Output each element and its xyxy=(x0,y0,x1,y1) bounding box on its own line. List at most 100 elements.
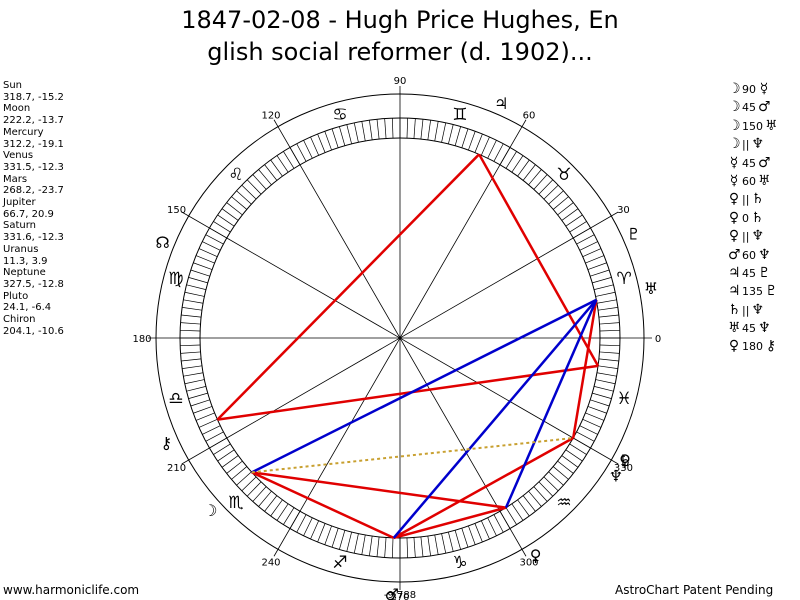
degree-tick xyxy=(557,460,574,474)
footer-website[interactable]: www.harmoniclife.com xyxy=(3,583,140,597)
aspect-planet-1-icon: ♀ xyxy=(728,191,740,208)
degree-tick xyxy=(543,476,559,492)
degree-tick xyxy=(339,126,346,146)
bottom-value-label: -9,788 xyxy=(384,590,416,600)
planet-coords-pluto: 24.1, -6.4 xyxy=(3,302,52,314)
planet-name-neptune: Neptune xyxy=(3,267,46,279)
degree-tick xyxy=(599,322,620,325)
degree-tick xyxy=(548,471,564,486)
degree-tick xyxy=(598,358,619,362)
degree-tick xyxy=(599,329,620,332)
degree-tick xyxy=(188,277,208,284)
degree-tick xyxy=(339,530,346,550)
aspect-line-moon-uranus xyxy=(251,298,597,474)
degree-tick xyxy=(202,425,221,435)
degree-tick xyxy=(533,486,548,502)
degree-tick xyxy=(198,419,218,428)
degree-tick xyxy=(317,133,326,153)
degree-tick xyxy=(180,329,201,332)
aspect-planet-2-icon: ♄ xyxy=(751,209,764,226)
aspect-row: ♄|| ♆ xyxy=(728,301,777,319)
degree-tick xyxy=(184,291,205,297)
planet-glyph-icon: ♇ xyxy=(627,224,641,243)
degree-tick xyxy=(324,131,332,151)
degree-tick xyxy=(487,140,497,159)
degree-tick xyxy=(376,536,380,557)
aspect-planet-2-icon: ♅ xyxy=(765,117,778,134)
degree-tick xyxy=(361,534,366,555)
zodiac-sign-icon: ♎ xyxy=(168,389,183,409)
aspect-planet-2-icon: ⚷ xyxy=(765,338,777,355)
degree-tick xyxy=(270,159,283,177)
degree-tick xyxy=(331,528,339,548)
degree-tick xyxy=(454,126,461,146)
degree-label-240: 240 xyxy=(261,557,280,568)
planet-name-jupiter: Jupiter xyxy=(3,197,36,209)
degree-tick xyxy=(205,234,224,245)
aspect-planet-1-icon: ☿ xyxy=(729,172,739,189)
degree-tick xyxy=(573,227,591,239)
degree-tick xyxy=(369,536,373,556)
degree-tick xyxy=(195,412,215,421)
degree-tick xyxy=(193,406,213,414)
planet-name-mars: Mars xyxy=(3,173,28,185)
aspect-value: 45 xyxy=(742,156,756,170)
aspect-row: ♀ 0 ♄ xyxy=(728,209,777,227)
degree-tick xyxy=(420,119,424,140)
degree-label-120: 120 xyxy=(261,111,280,122)
degree-tick xyxy=(217,214,235,227)
degree-tick xyxy=(552,466,569,480)
aspect-planet-2-icon: ♂ xyxy=(758,154,771,171)
degree-tick xyxy=(181,314,202,318)
aspect-row: ♃45 ♇ xyxy=(728,264,777,282)
degree-tick xyxy=(522,164,536,181)
degree-tick xyxy=(213,443,231,455)
degree-tick xyxy=(441,122,447,143)
aspect-row: ☽45 ♂ xyxy=(728,98,777,116)
degree-tick xyxy=(353,533,359,554)
degree-tick xyxy=(209,437,227,449)
degree-tick xyxy=(376,119,380,140)
degree-tick xyxy=(511,503,524,521)
degree-tick xyxy=(190,269,210,277)
zodiac-sign-icon: ♊ xyxy=(452,105,467,125)
degree-tick xyxy=(533,174,548,190)
planet-coords-neptune: 327.5, -12.8 xyxy=(3,278,64,290)
degree-tick xyxy=(565,214,583,227)
degree-tick xyxy=(596,299,617,304)
aspect-planet-1-icon: ♀ xyxy=(728,228,740,245)
title-line-2: glish social reformer (d. 1902)... xyxy=(207,38,593,66)
degree-tick xyxy=(461,528,469,548)
degree-tick xyxy=(184,379,205,385)
chart-title: 1847-02-08 - Hugh Price Hughes, En glish… xyxy=(0,4,800,68)
degree-tick xyxy=(331,128,339,148)
degree-tick xyxy=(505,507,517,525)
degree-tick xyxy=(195,255,215,264)
aspect-planet-1-icon: ♂ xyxy=(728,246,741,263)
degree-tick xyxy=(246,481,262,497)
planet-coords-jupiter: 66.7, 20.9 xyxy=(3,208,54,220)
aspect-row: ☽90 ☿ xyxy=(728,80,777,98)
degree-tick xyxy=(270,499,283,517)
degree-tick xyxy=(582,248,602,257)
planet-position-list: Sun 318.7, -15.2 Moon 222.2, -13.7 Mercury 31… xyxy=(3,80,64,337)
degree-tick xyxy=(448,124,454,145)
degree-tick xyxy=(468,525,476,545)
zodiac-sign-icon: ♋ xyxy=(332,105,347,125)
degree-tick xyxy=(595,379,616,385)
degree-tick xyxy=(474,523,483,543)
degree-tick xyxy=(543,184,559,200)
aspect-row: ♀ 180 ⚷ xyxy=(728,337,777,355)
planet-name-venus: Venus xyxy=(3,150,34,162)
degree-tick xyxy=(289,511,301,529)
degree-tick xyxy=(569,443,587,455)
degree-tick xyxy=(576,234,595,245)
degree-tick xyxy=(190,399,210,407)
aspect-row: ♂60 ♆ xyxy=(728,246,777,264)
degree-tick xyxy=(511,155,524,173)
degree-tick xyxy=(461,128,469,148)
degree-tick xyxy=(538,179,554,195)
degree-tick xyxy=(346,531,352,552)
aspect-value: || xyxy=(742,230,750,244)
